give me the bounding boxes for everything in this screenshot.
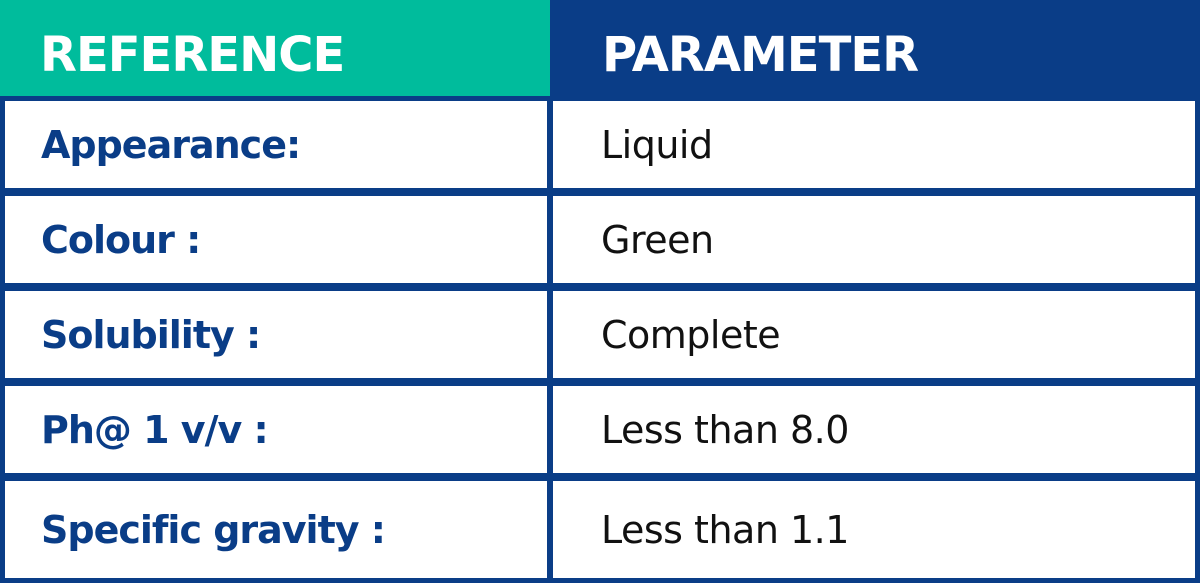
reference-cell: Colour : [0, 191, 552, 288]
parameter-cell: Less than 8.0 [548, 381, 1200, 478]
reference-cell: Specific gravity : [0, 476, 552, 583]
reference-cell: Ph@ 1 v/v : [0, 381, 552, 478]
parameter-cell: Liquid [548, 96, 1200, 193]
parameter-cell: Less than 1.1 [548, 476, 1200, 583]
reference-cell: Appearance: [0, 96, 552, 193]
header-reference: REFERENCE [0, 0, 550, 100]
parameter-cell: Complete [548, 286, 1200, 383]
reference-cell: Solubility : [0, 286, 552, 383]
header-parameter: PARAMETER [550, 0, 1200, 100]
parameter-cell: Green [548, 191, 1200, 288]
